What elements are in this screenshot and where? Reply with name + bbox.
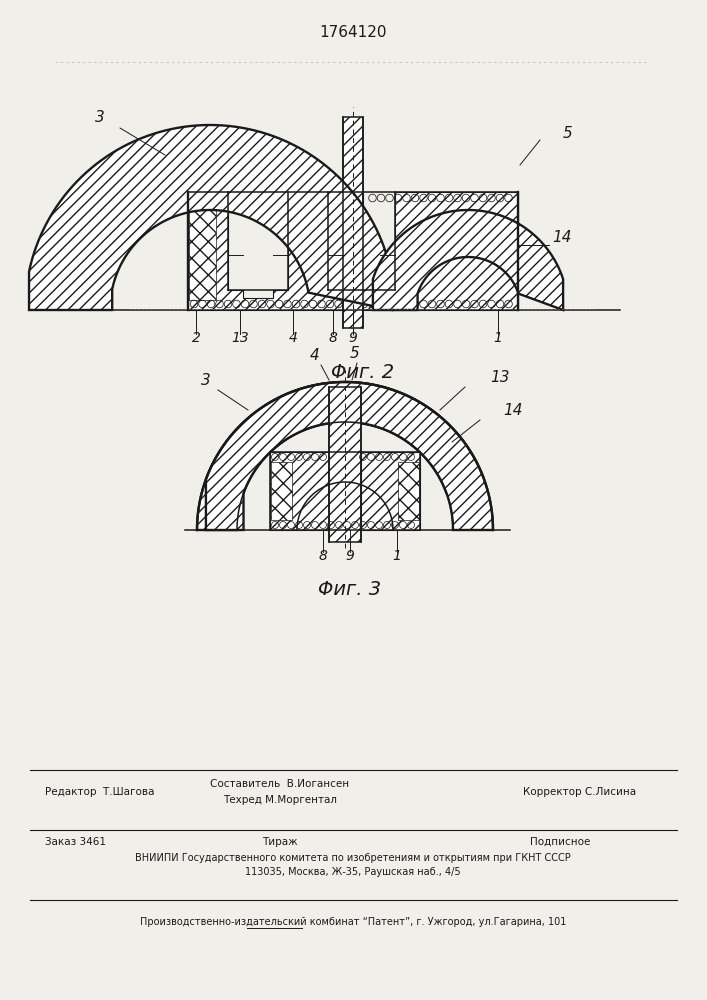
Text: 4: 4 <box>310 348 320 363</box>
Text: 2: 2 <box>192 331 201 345</box>
Text: 4: 4 <box>288 331 298 345</box>
Text: ВНИИПИ Государственного комитета по изобретениям и открытиям при ГКНТ СССР: ВНИИПИ Государственного комитета по изоб… <box>135 853 571 863</box>
Text: Техред М.Моргентал: Техред М.Моргентал <box>223 795 337 805</box>
Text: Заказ 3461: Заказ 3461 <box>45 837 106 847</box>
Text: Тираж: Тираж <box>262 837 298 847</box>
Polygon shape <box>29 125 392 310</box>
Polygon shape <box>328 192 518 310</box>
Polygon shape <box>343 117 363 328</box>
Polygon shape <box>270 452 329 530</box>
Text: 9: 9 <box>349 331 358 345</box>
Text: Корректор С.Лисина: Корректор С.Лисина <box>523 787 636 797</box>
Text: Производственно-издательский комбинат “Патент”, г. Ужгород, ул.Гагарина, 101: Производственно-издательский комбинат “П… <box>140 917 566 927</box>
Text: 14: 14 <box>552 230 571 245</box>
Text: Φиг. 2: Φиг. 2 <box>332 363 395 382</box>
Text: Подписное: Подписное <box>530 837 590 847</box>
Polygon shape <box>329 387 361 542</box>
Text: 3: 3 <box>95 110 105 125</box>
Polygon shape <box>271 462 292 520</box>
Text: 1: 1 <box>493 331 503 345</box>
Text: 13: 13 <box>490 370 510 385</box>
Text: 14: 14 <box>503 403 522 418</box>
Text: 9: 9 <box>346 549 354 563</box>
Polygon shape <box>398 462 419 520</box>
Text: 1764120: 1764120 <box>320 25 387 40</box>
Polygon shape <box>361 452 420 530</box>
Text: 5: 5 <box>563 126 573 141</box>
Text: 1: 1 <box>392 549 402 563</box>
Polygon shape <box>189 202 216 300</box>
Text: Составитель  В.Иогансен: Составитель В.Иогансен <box>211 779 349 789</box>
Text: 13: 13 <box>231 331 249 345</box>
Text: 5: 5 <box>350 346 360 361</box>
Text: Φиг. 3: Φиг. 3 <box>318 580 382 599</box>
Text: 8: 8 <box>319 549 327 563</box>
Text: Редактор  Т.Шагова: Редактор Т.Шагова <box>45 787 155 797</box>
Polygon shape <box>373 210 563 310</box>
Polygon shape <box>206 382 493 530</box>
Polygon shape <box>188 192 343 310</box>
Text: 8: 8 <box>329 331 337 345</box>
Text: 3: 3 <box>201 373 211 388</box>
Polygon shape <box>197 382 484 530</box>
Text: 113035, Москва, Ж-35, Раушская наб., 4/5: 113035, Москва, Ж-35, Раушская наб., 4/5 <box>245 867 461 877</box>
